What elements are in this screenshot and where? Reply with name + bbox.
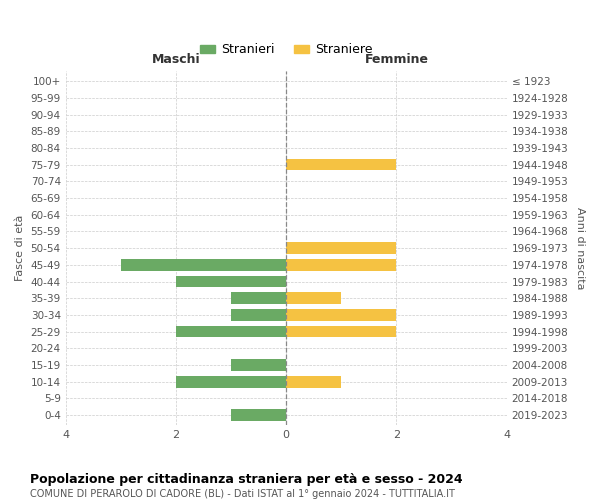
Bar <box>286 326 397 338</box>
Y-axis label: Fasce di età: Fasce di età <box>15 215 25 282</box>
Bar <box>286 376 341 388</box>
Bar <box>176 376 286 388</box>
Text: Femmine: Femmine <box>364 53 428 66</box>
Text: Popolazione per cittadinanza straniera per età e sesso - 2024: Popolazione per cittadinanza straniera p… <box>30 472 463 486</box>
Bar <box>231 292 286 304</box>
Bar <box>176 326 286 338</box>
Bar <box>231 309 286 321</box>
Bar <box>286 259 397 270</box>
Legend: Stranieri, Straniere: Stranieri, Straniere <box>195 38 377 62</box>
Bar <box>231 359 286 371</box>
Bar <box>286 292 341 304</box>
Bar <box>231 410 286 421</box>
Bar <box>286 309 397 321</box>
Text: COMUNE DI PERAROLO DI CADORE (BL) - Dati ISTAT al 1° gennaio 2024 - TUTTITALIA.I: COMUNE DI PERAROLO DI CADORE (BL) - Dati… <box>30 489 455 499</box>
Bar <box>286 159 397 170</box>
Bar <box>121 259 286 270</box>
Y-axis label: Anni di nascita: Anni di nascita <box>575 207 585 290</box>
Bar <box>286 242 397 254</box>
Text: Maschi: Maschi <box>152 53 200 66</box>
Bar <box>176 276 286 287</box>
